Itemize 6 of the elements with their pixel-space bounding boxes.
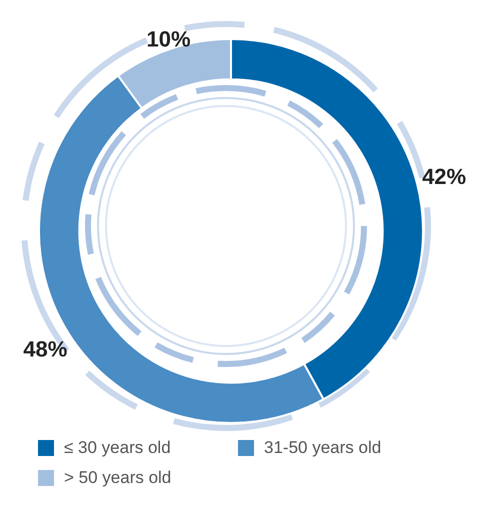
data-label: 42% (422, 164, 466, 189)
data-label: 48% (23, 336, 68, 362)
legend-label: > 50 years old (64, 468, 172, 488)
legend-label: 31-50 years old (264, 438, 382, 458)
data-label: 10% (146, 26, 191, 52)
legend-label: ≤ 30 years old (64, 438, 171, 458)
